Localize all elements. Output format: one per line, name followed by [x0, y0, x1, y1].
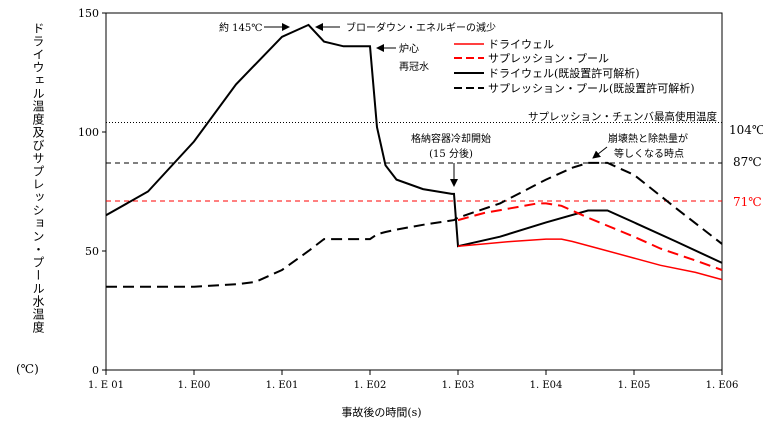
x-tick-label: 1. E04: [530, 380, 563, 391]
annotation-cooling-time: (15 分後): [429, 147, 473, 160]
annotation-balance-2: 等しくなる時点: [614, 147, 684, 160]
x-tick-label: 1. E06: [706, 380, 739, 391]
x-tick-label: 1. E 01: [88, 380, 124, 391]
legend-label-drywell: ドライウェル: [488, 38, 554, 51]
y-tick-label: 50: [85, 245, 99, 258]
y-axis-label: ドライウェル温度及びサプレッション・プール水温度: [31, 22, 45, 334]
y-ticks: 0 50 100 150: [78, 7, 106, 377]
x-ticks: 1. E 01 1. E00 1. E01 1. E02 1. E03 1. E04 1. …: [88, 370, 738, 391]
y-tick-label: 0: [92, 364, 99, 377]
annotations: 約 145℃ ブローダウン・エネルギーの減少 炉心 再冠水 格納容器冷却開始 (…: [219, 21, 688, 187]
y-axis-unit: (℃): [16, 362, 39, 376]
x-tick-label: 1. E00: [178, 380, 211, 391]
legend-label-sp-pool-existing: サプレッション・プール(既設置許可解析): [488, 81, 695, 95]
x-axis-label: 事故後の時間(s): [341, 406, 422, 419]
series-line-sp-pool: [457, 202, 723, 271]
annotation-peak-temp: 約 145℃: [219, 21, 262, 34]
legend-label-sp-pool: サプレッション・プール: [488, 52, 609, 65]
ref-value-87: 87℃: [733, 155, 762, 169]
y-tick-label: 100: [78, 126, 99, 139]
y-tick-label: 150: [78, 7, 99, 20]
series-line-sp-pool-existing: [106, 161, 723, 288]
annotation-reflood-2: 再冠水: [399, 61, 429, 73]
x-tick-label: 1. E05: [618, 380, 651, 391]
x-tick-label: 1. E01: [266, 380, 299, 391]
legend-label-drywell-existing: ドライウェル(既設置許可解析): [488, 66, 640, 80]
ref-label-max-temp: サプレッション・チェンバ最高使用温度: [528, 110, 717, 123]
series-lines: [105, 23, 723, 288]
reference-labels: サプレッション・チェンバ最高使用温度 104℃ 87℃ 71℃: [528, 110, 763, 209]
annotation-reflood-1: 炉心: [399, 43, 419, 55]
ref-value-104: 104℃: [729, 123, 763, 137]
plot-area: [105, 12, 723, 371]
annotation-balance-1: 崩壊熱と除熱量が: [608, 132, 688, 145]
ref-value-71: 71℃: [733, 195, 762, 209]
x-tick-label: 1. E02: [354, 380, 387, 391]
series-line-drywell: [457, 238, 723, 281]
annotation-balance-arrow: [592, 146, 608, 159]
annotation-cooling-start: 格納容器冷却開始: [411, 132, 491, 145]
series-line-drywell-existing: [105, 23, 723, 264]
legend: ドライウェル サプレッション・プール ドライウェル(既設置許可解析) サプレッシ…: [454, 38, 695, 95]
annotation-blowdown: ブローダウン・エネルギーの減少: [346, 21, 496, 34]
x-tick-label: 1. E03: [442, 380, 475, 391]
